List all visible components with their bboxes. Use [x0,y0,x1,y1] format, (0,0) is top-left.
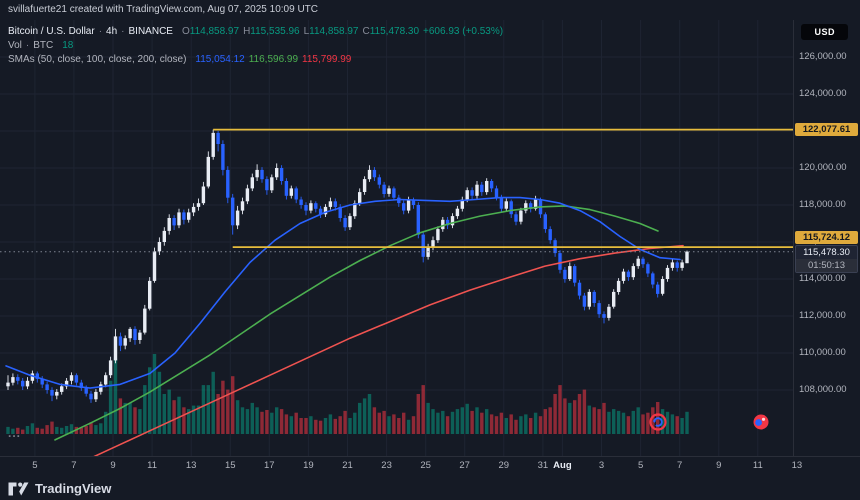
change-label: +606.93 (+0.53%) [423,26,504,37]
sma50-line [5,196,681,389]
low-key: L [303,26,310,37]
symbol-legend-row[interactable]: Bitcoin / U.S. Dollar · 4h · BINANCE O11… [8,25,503,39]
price-level-badge: 115,724.12 [795,231,858,245]
time-axis-label: 17 [264,460,275,471]
volume-unit: BTC [33,40,54,51]
sma200-value: 115,799.99 [302,54,352,65]
high-value: 115,535.96 [250,26,300,37]
time-axis-label: 9 [110,460,116,471]
last-price-badge: 115,478.30 01:50:13 [795,244,858,273]
time-axis[interactable]: 5 7 9 11 13 15 17 19 21 23 25 27 29 31 Aug 3 5 7 9 11 13 [0,456,860,475]
price-level-badge: 122,077.61 [795,122,858,136]
sma50-value: 115,054.12 [195,54,245,65]
time-axis-label: 23 [381,460,392,471]
symbol-title[interactable]: Bitcoin / U.S. Dollar [8,26,95,37]
sma-layer [5,196,684,456]
low-value: 114,858.97 [309,26,359,37]
time-axis-label: 9 [716,460,722,471]
drawings-layer[interactable] [0,128,793,253]
time-axis-label: 27 [459,460,470,471]
time-axis-label: 15 [225,460,236,471]
time-axis-label: 5 [637,460,644,471]
currency-usd-button[interactable]: USD [801,24,848,40]
separator: · [121,26,125,37]
time-axis-label: 25 [420,460,431,471]
attribution-text: svillafuerte21 created with TradingView.… [8,4,318,15]
close-key: C [362,26,370,37]
price-axis-label: 118,000.00 [799,199,846,210]
sma200-line [93,244,684,456]
tradingview-logo-text: TradingView [35,481,112,496]
time-axis-label: 11 [752,460,763,471]
price-axis-label: 114,000.00 [799,273,846,284]
time-axis-label: 7 [677,460,683,471]
volume-value: 18 [62,40,74,51]
time-axis-label: 29 [498,460,510,471]
separator: · [25,40,30,51]
time-axis-label: 13 [185,460,197,471]
time-axis-label: 3 [598,460,605,471]
separator: · [98,26,103,37]
open-key: O [181,26,190,37]
open-value: 114,858.97 [189,26,240,37]
time-axis-label: 13 [791,460,803,471]
high-key: H [243,26,251,37]
last-price-value: 115,478.30 [803,246,850,258]
price-axis-label: 126,000.00 [799,51,847,62]
price-axis-label: 108,000.00 [799,384,847,395]
volume-legend-row[interactable]: Vol · BTC 18 [8,39,503,53]
red-circle-sticker-icon[interactable] [752,413,770,436]
time-axis-label: 21 [342,460,353,471]
time-axis-label: 31 [537,460,549,471]
sma100-line [54,205,659,441]
price-axis-label: 120,000.00 [799,162,847,173]
chart-legend: Bitcoin / U.S. Dollar · 4h · BINANCE O11… [8,25,503,67]
price-chart[interactable] [0,20,793,456]
tradingview-logo[interactable]: TradingView [8,481,111,496]
interval-label[interactable]: 4h [106,26,118,37]
close-value: 115,478.30 [369,26,420,37]
tradingview-logo-icon [8,482,29,496]
exchange-label: BINANCE [128,26,173,37]
legend-more-button[interactable]: ... [8,426,22,440]
candles-layer [6,129,689,403]
price-axis-label: 112,000.00 [799,310,846,321]
time-axis-label: 19 [303,460,314,471]
grid-layer [0,20,793,456]
time-axis-label: 5 [32,460,38,471]
sma100-value: 116,596.99 [248,54,299,65]
price-axis-label: 124,000.00 [799,88,847,99]
sma-legend-row[interactable]: SMAs (50, close, 100, close, 200, close)… [8,53,503,67]
bar-countdown: 01:50:13 [796,258,857,272]
price-axis-label: 110,000.00 [799,347,846,358]
volume-label: Vol [8,40,22,51]
sma-label: SMAs (50, close, 100, close, 200, close) [8,54,187,65]
replay-arrows-sticker-icon[interactable] [648,412,668,437]
price-axis[interactable]: 126,000.00124,000.00122,000.00120,000.00… [793,20,860,456]
time-axis-label: Aug [553,460,572,471]
time-axis-label: 7 [71,460,77,471]
time-axis-label: 11 [147,460,158,471]
